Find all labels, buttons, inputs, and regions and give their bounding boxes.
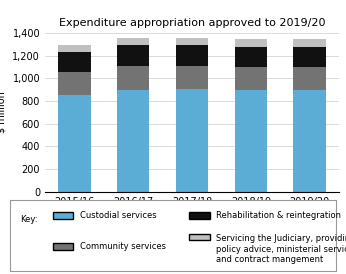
FancyBboxPatch shape [53, 243, 73, 250]
Bar [235, 67, 267, 90]
Bar [293, 47, 326, 67]
Bar [176, 38, 208, 45]
FancyBboxPatch shape [189, 213, 210, 219]
FancyBboxPatch shape [53, 213, 73, 219]
Bar [117, 66, 149, 90]
X-axis label: Financial year: Financial year [151, 212, 234, 222]
Y-axis label: $ million: $ million [0, 92, 7, 133]
Bar [58, 72, 91, 95]
Bar [176, 89, 208, 192]
Bar [117, 45, 149, 66]
Bar [235, 47, 267, 67]
Bar [235, 90, 267, 192]
Bar [235, 39, 267, 47]
Text: Key:: Key: [20, 215, 38, 224]
Title: Expenditure appropriation approved to 2019/20: Expenditure appropriation approved to 20… [59, 18, 325, 28]
Text: Custodial services: Custodial services [80, 211, 156, 220]
Bar [58, 52, 91, 72]
FancyBboxPatch shape [189, 234, 210, 240]
Text: Community services: Community services [80, 242, 166, 251]
Bar [293, 90, 326, 192]
Bar [176, 45, 208, 66]
Bar [58, 45, 91, 52]
Bar [117, 38, 149, 45]
Bar [58, 95, 91, 192]
Text: Rehabilitation & reintegration: Rehabilitation & reintegration [216, 211, 341, 220]
Bar [293, 39, 326, 47]
Bar [117, 90, 149, 192]
Text: Servicing the Judiciary, providing
policy advice, ministerial services
and contr: Servicing the Judiciary, providing polic… [216, 234, 346, 264]
Bar [293, 67, 326, 90]
Bar [176, 66, 208, 89]
